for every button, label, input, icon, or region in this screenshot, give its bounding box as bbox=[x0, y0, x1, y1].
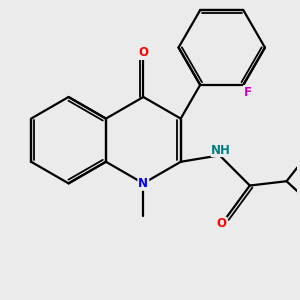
Text: NH: NH bbox=[211, 143, 231, 157]
Text: N: N bbox=[138, 177, 148, 190]
Text: O: O bbox=[217, 218, 227, 230]
Text: O: O bbox=[138, 46, 148, 59]
Text: F: F bbox=[244, 85, 251, 99]
